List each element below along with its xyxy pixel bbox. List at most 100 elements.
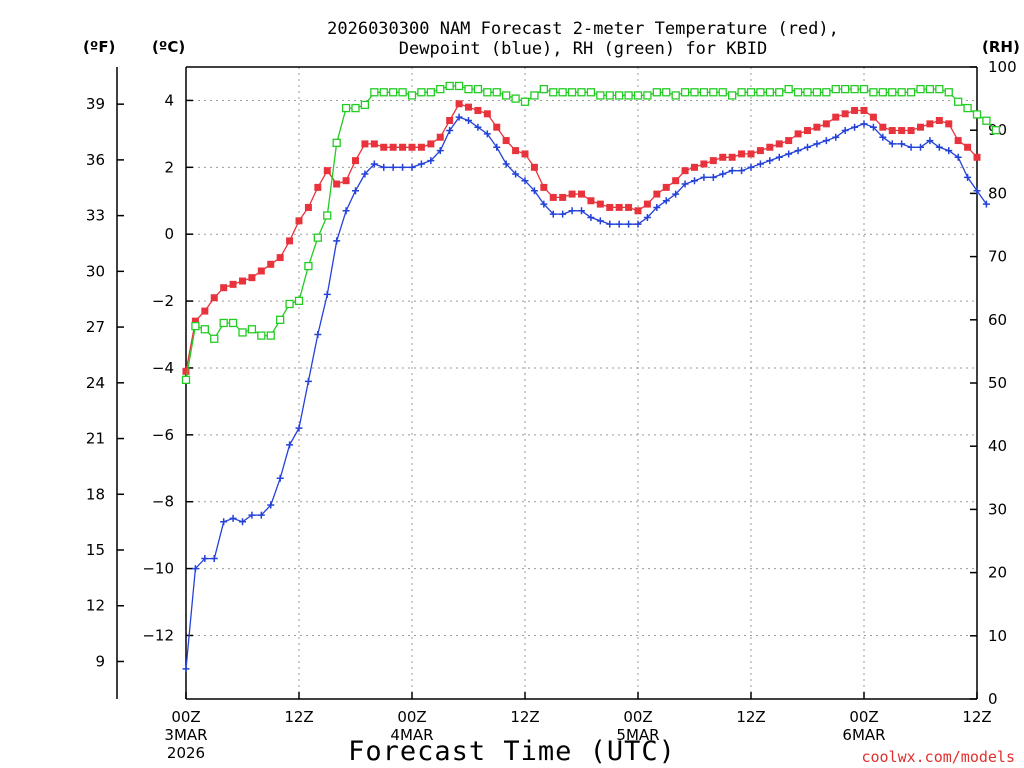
series-rh [181, 81, 1000, 384]
dewpoint-point [182, 665, 190, 673]
dewpoint-point [540, 200, 548, 208]
series-temperature [182, 100, 981, 375]
temperature-point [634, 207, 642, 215]
temperature-point [446, 117, 454, 125]
dewpoint-point [728, 167, 736, 175]
rh-tick-label: 0 [988, 690, 998, 708]
rh-point [972, 110, 982, 119]
rh-point [577, 88, 586, 97]
rh-point [341, 103, 351, 113]
rh-point [210, 334, 219, 343]
dewpoint-point [276, 474, 284, 482]
dewpoint-point [813, 140, 821, 148]
rh-point [690, 88, 699, 97]
dewpoint-point [352, 187, 359, 195]
temperature-point [493, 123, 501, 131]
rh-point [323, 211, 332, 220]
rh-point [360, 100, 370, 110]
dewpoint-point [653, 203, 661, 211]
temperature-point [747, 150, 755, 158]
temperature-point [700, 160, 708, 168]
temperature-point [926, 120, 934, 128]
dewpoint-point [615, 220, 623, 228]
dewpoint-point [587, 213, 595, 221]
temperature-point [851, 106, 859, 114]
temperature-point [775, 140, 783, 148]
dewpoint-point [785, 150, 793, 158]
dewpoint-point [747, 163, 755, 171]
year-tick-label: 2026 [167, 744, 205, 762]
temperature-point [898, 127, 906, 135]
rh-point [304, 261, 313, 271]
dewpoint-point [775, 153, 783, 161]
rh-point [492, 88, 501, 97]
rh-point [605, 91, 614, 100]
rh-point [285, 299, 294, 309]
dewpoint-point [709, 173, 717, 181]
temperature-point [286, 237, 294, 245]
rh-point [793, 88, 803, 97]
temperature-point [220, 284, 228, 292]
dewpoint-point [964, 173, 972, 181]
dewpoint-point [945, 147, 953, 155]
rh-point [539, 84, 548, 94]
temperature-point [333, 180, 341, 188]
rh-point [850, 84, 859, 94]
chart-title-line1: 2026030300 NAM Forecast 2-meter Temperat… [327, 19, 839, 39]
rh-point [784, 84, 793, 94]
dewpoint-point [239, 518, 246, 526]
dewpoint-point [804, 143, 811, 151]
dewpoint-point [389, 163, 397, 171]
temperature-point [643, 200, 651, 208]
rh-point [389, 88, 398, 97]
rh-point [728, 91, 737, 100]
temperature-point [521, 150, 529, 158]
rh-point [511, 94, 520, 103]
temperature-point [832, 113, 840, 121]
dewpoint-point [267, 501, 275, 509]
fahrenheit-tick-labels: 9 12 15 18 21 24 27 30 33 36 39 [86, 95, 124, 670]
dewpoint-point [493, 143, 501, 151]
fahrenheit-tick-label: 27 [86, 318, 105, 336]
temperature-point [342, 177, 350, 185]
dewpoint-point [888, 140, 896, 148]
temperature-point [512, 147, 520, 155]
rh-point [643, 91, 652, 100]
rh-point [266, 331, 275, 340]
fahrenheit-tick-label: 12 [86, 597, 105, 615]
temperature-point [841, 110, 849, 118]
temperature-point [304, 203, 312, 211]
celsius-tick-label: −8 [152, 493, 174, 511]
time-tick-label: 00Z [171, 708, 200, 726]
rh-point [756, 88, 765, 97]
dewpoint-point [455, 113, 463, 121]
celsius-tick-label: 2 [164, 158, 174, 176]
dewpoint-point [483, 130, 491, 138]
rh-point [228, 318, 238, 328]
rh-point [822, 88, 831, 97]
rh-point [775, 88, 784, 97]
temperature-point [756, 147, 764, 155]
x-axis-title: Forecast Time (UTC) [348, 736, 676, 767]
temperature-point [276, 254, 284, 262]
date-tick-label: 6MAR [842, 726, 885, 744]
rh-point [558, 88, 567, 97]
temperature-point [370, 140, 378, 148]
fahrenheit-tick-label: 33 [86, 207, 105, 225]
temperature-point [973, 153, 981, 161]
series-dewpoint [182, 113, 990, 673]
rh-unit-label: (RH) [982, 38, 1020, 56]
temperature-point [436, 133, 444, 141]
temperature-point [587, 197, 595, 205]
rh-tick-label: 20 [988, 564, 1007, 582]
temperature-point [691, 163, 698, 171]
rh-tick-label: 70 [988, 248, 1007, 266]
rh-tick-labels: 0102030405060708090100 [970, 58, 1017, 708]
temperature-point [888, 127, 896, 135]
celsius-tick-label: −6 [152, 426, 174, 444]
rh-point [520, 97, 530, 106]
temperature-point [964, 143, 972, 151]
dewpoint-point [954, 153, 962, 161]
time-tick-label: 12Z [510, 708, 539, 726]
